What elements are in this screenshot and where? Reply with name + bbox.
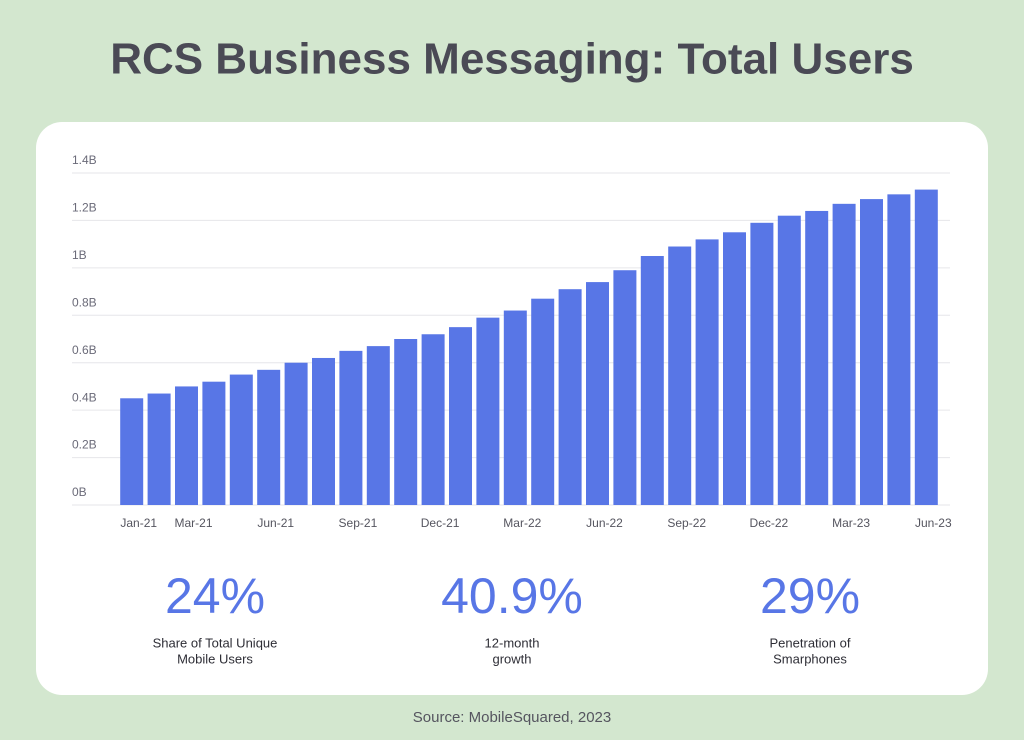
- x-tick-label: Mar-21: [174, 516, 212, 530]
- bar: [421, 334, 445, 505]
- x-tick-label: Mar-23: [832, 516, 870, 530]
- bar: [202, 381, 226, 505]
- bar: [394, 339, 418, 505]
- bar: [312, 357, 335, 505]
- bar: [284, 362, 308, 505]
- bar: [503, 310, 527, 505]
- y-tick-label: 0.8B: [72, 295, 97, 309]
- y-tick-label: 0.4B: [72, 390, 97, 404]
- bar: [175, 386, 198, 505]
- x-tick-label: Dec-22: [750, 516, 789, 530]
- chart-title: RCS Business Messaging: Total Users: [110, 35, 914, 84]
- bar: [531, 298, 555, 505]
- bar: [476, 317, 500, 505]
- bar: [147, 393, 171, 505]
- x-tick-label: Mar-22: [503, 516, 541, 530]
- y-tick-label: 0.6B: [72, 343, 97, 357]
- bar: [695, 239, 719, 505]
- stat-value: 29%: [760, 568, 860, 624]
- bar: [777, 215, 801, 505]
- bar: [558, 289, 582, 505]
- x-tick-label: Dec-21: [421, 516, 460, 530]
- stat-value: 40.9%: [441, 568, 583, 624]
- y-tick-label: 1.2B: [72, 201, 97, 215]
- source: Source: MobileSquared, 2023: [413, 709, 611, 726]
- x-tick-label: Sep-22: [667, 516, 706, 530]
- bar: [120, 398, 144, 505]
- bar: [887, 194, 911, 506]
- y-tick-label: 0B: [72, 485, 87, 499]
- bar: [750, 222, 774, 506]
- bar: [613, 270, 637, 505]
- stat-label: growth: [492, 651, 531, 666]
- x-tick-label: Jun-22: [586, 516, 623, 530]
- bar: [640, 256, 664, 505]
- bar: [586, 282, 609, 505]
- x-tick-label: Sep-21: [339, 516, 378, 530]
- bar: [860, 199, 883, 506]
- x-tick-label: Jan-21: [120, 516, 157, 530]
- y-tick-label: 1.4B: [72, 153, 97, 167]
- x-tick-label: Jun-23: [915, 516, 952, 530]
- bar: [805, 210, 829, 505]
- bar: [449, 327, 472, 505]
- bar: [668, 246, 692, 505]
- bar: [914, 189, 938, 505]
- bar: [339, 350, 363, 505]
- stat-label: Penetration of: [770, 635, 851, 650]
- y-tick-label: 1B: [72, 248, 87, 262]
- x-tick-label: Jun-21: [257, 516, 294, 530]
- y-tick-label: 0.2B: [72, 438, 97, 452]
- stat-label: Mobile Users: [177, 651, 253, 666]
- bar: [832, 203, 856, 506]
- stat-label: Smarphones: [773, 651, 847, 666]
- bar: [257, 369, 281, 505]
- stat-value: 24%: [165, 568, 265, 624]
- bar: [366, 346, 390, 505]
- stat-label: 12-month: [485, 635, 540, 650]
- bar: [723, 232, 746, 506]
- stat-label: Share of Total Unique: [153, 635, 278, 650]
- bar: [229, 374, 253, 505]
